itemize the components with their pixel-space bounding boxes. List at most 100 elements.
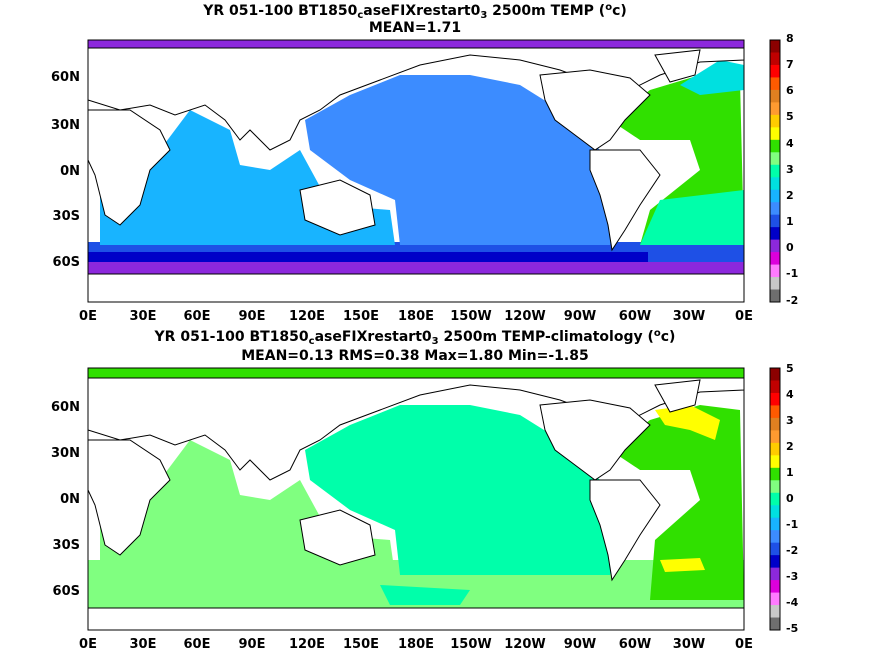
panel1-colorbar-label: 6 <box>786 84 794 97</box>
panel1-lon-label: 30W <box>672 309 706 324</box>
colorbar-swatch <box>770 164 780 178</box>
panel1-title: YR 051-100 BT1850caseFIXrestart03 2500m … <box>203 2 627 21</box>
panel2-lon-label: 30E <box>129 637 157 652</box>
colorbar-swatch <box>770 152 780 166</box>
colorbar-swatch <box>770 40 780 53</box>
panel2-lon-label: 90E <box>238 637 266 652</box>
panel2-colorbar <box>769 367 781 631</box>
panel1-pacific <box>305 75 620 245</box>
panel2-lat-label-60s: 60S <box>52 584 80 599</box>
panel1-nordic-seas <box>680 60 744 95</box>
panel1-lon-label: 150E <box>342 309 380 324</box>
panel2-map <box>87 367 745 631</box>
panel2-lon-label: 0E <box>735 637 753 652</box>
panel2-subtitle: MEAN=0.13 RMS=0.38 Max=1.80 Min=-1.85 <box>241 348 589 364</box>
panel1-north-america-land <box>539 69 651 151</box>
panel2-lat-label-30n: 30N <box>51 446 80 461</box>
panel1-lon-label: 120E <box>288 309 326 324</box>
colorbar-swatch <box>770 505 780 519</box>
colorbar-swatch <box>770 417 780 431</box>
colorbar-swatch <box>770 214 780 228</box>
colorbar-swatch <box>770 277 780 291</box>
panel1-lon-label: 0E <box>735 309 753 324</box>
colorbar-swatch <box>770 467 780 481</box>
panel2-lon-label: 90W <box>563 637 597 652</box>
panel2-atlantic <box>610 405 744 600</box>
panel2-colorbar-label: -3 <box>786 570 799 583</box>
colorbar-swatch <box>770 392 780 406</box>
colorbar-swatch <box>770 592 780 606</box>
panel1-lon-label: 30E <box>129 309 157 324</box>
colorbar-swatch <box>770 605 780 619</box>
colorbar-swatch <box>770 617 780 631</box>
panel2-southern-cyan <box>380 585 470 605</box>
colorbar-swatch <box>770 405 780 419</box>
panel2-lon-label: 150E <box>342 637 380 652</box>
panel2-lon-label: 60E <box>183 637 211 652</box>
colorbar-swatch <box>770 114 780 128</box>
colorbar-swatch <box>770 455 780 469</box>
panel1-antarctica-land <box>87 273 745 303</box>
panel1-south-america-land <box>589 149 661 252</box>
colorbar-swatch <box>770 102 780 116</box>
colorbar-swatch <box>770 517 780 531</box>
panel1-greenland-land <box>654 49 701 83</box>
panel2-colorbar-label: -2 <box>786 544 799 557</box>
panel1-colorbar-label: 5 <box>786 110 794 123</box>
panel1-lon-label: 60W <box>618 309 652 324</box>
colorbar-swatch <box>770 64 780 78</box>
panel1-lon-label: 0E <box>79 309 97 324</box>
colorbar-frame <box>769 367 781 631</box>
panel2-lon-label: 120W <box>504 637 546 652</box>
colorbar-swatch <box>770 127 780 141</box>
panel2-africa-land <box>87 439 171 556</box>
panel2-lon-label: 0E <box>79 637 97 652</box>
panel2-pacific <box>305 405 620 575</box>
panel2-title: YR 051-100 BT1850caseFIXrestart03 2500m … <box>154 328 676 347</box>
panel2-greenland-land <box>654 379 701 413</box>
panel1-colorbar-label: 7 <box>786 58 794 71</box>
colorbar-swatch <box>770 189 780 203</box>
panel1-lon-label: 60E <box>183 309 211 324</box>
colorbar-swatch <box>770 239 780 253</box>
colorbar-swatch <box>770 380 780 394</box>
colorbar-swatch <box>770 89 780 103</box>
colorbar-swatch <box>770 77 780 91</box>
panel2-colorbar-label: 5 <box>786 362 794 375</box>
panel2-colorbar-label: -1 <box>786 518 799 531</box>
colorbar-swatch <box>770 368 780 381</box>
panel2-colorbar-label: 0 <box>786 492 794 505</box>
colorbar-swatch <box>770 177 780 191</box>
panel2-lat-label-30s: 30S <box>52 538 80 553</box>
panel1-colorbar <box>769 39 781 303</box>
colorbar-swatch <box>770 442 780 456</box>
panel1-lat-label-60n: 60N <box>51 70 80 85</box>
colorbar-swatch <box>770 542 780 556</box>
colorbar-swatch <box>770 289 780 303</box>
panel2-lat-label-0n: 0N <box>60 492 80 507</box>
panel1-africa-land <box>87 109 171 226</box>
panel2-australia-land <box>299 509 376 566</box>
colorbar-swatch <box>770 530 780 544</box>
panel2-arctic-band <box>88 368 744 378</box>
panel1-lon-label: 150W <box>450 309 492 324</box>
colorbar-swatch <box>770 252 780 266</box>
panel2-colorbar-label: 1 <box>786 466 794 479</box>
panel2-nadw-anomaly <box>655 405 720 440</box>
panel2-frame <box>87 367 745 631</box>
panel1-lat-label-30n: 30N <box>51 118 80 133</box>
panel2-lon-label: 180E <box>397 637 435 652</box>
panel1-colorbar-label: 1 <box>786 215 794 228</box>
colorbar-swatch <box>770 480 780 494</box>
panel1-lat-label-30s: 30S <box>52 209 80 224</box>
panel1-lon-label: 90W <box>563 309 597 324</box>
panel2-lon-label: 30W <box>672 637 706 652</box>
panel1-map <box>87 39 745 303</box>
panel2-colorbar-label: 3 <box>786 414 794 427</box>
colorbar-swatch <box>770 52 780 66</box>
panel1-lon-label: 180E <box>397 309 435 324</box>
panel1-subtitle: MEAN=1.71 <box>368 20 462 36</box>
colorbar-swatch <box>770 264 780 278</box>
panel2-colorbar-label: -4 <box>786 596 799 609</box>
panel2-south-atlantic-anomaly <box>660 558 705 572</box>
